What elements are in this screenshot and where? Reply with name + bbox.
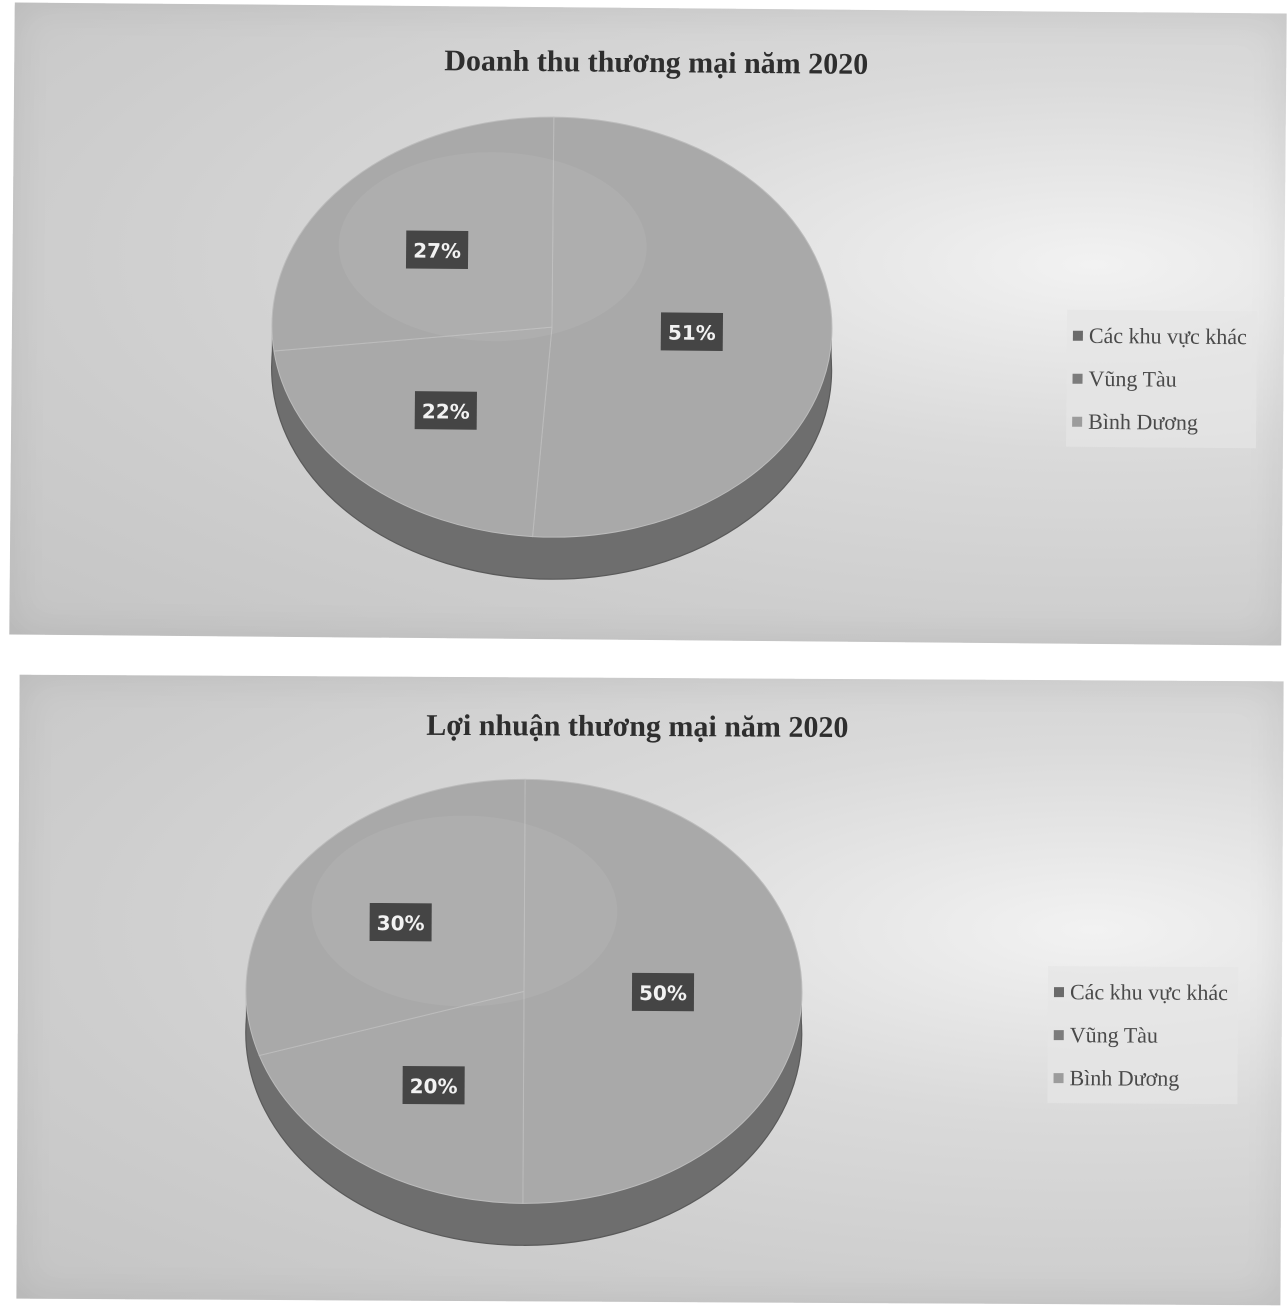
- pie-highlight: [338, 152, 647, 342]
- data-label-text: 51%: [668, 320, 716, 344]
- revenue-pie-chart: 51% 22% 27%: [271, 116, 833, 580]
- chart-legend: Các khu vực khác Vũng Tàu Bình Dương: [1065, 309, 1258, 449]
- data-label-text: 20%: [410, 1074, 458, 1098]
- pie-slice-vung-tau: [273, 326, 553, 538]
- data-label-text: 30%: [377, 911, 425, 935]
- pie-side: [245, 989, 802, 1246]
- legend-label: Các khu vực khác: [1069, 978, 1228, 1005]
- legend-swatch: [1053, 1029, 1064, 1040]
- data-label-vung-tau: 22%: [414, 391, 477, 430]
- legend-item-vung-tau: Vũng Tàu: [1053, 1013, 1228, 1057]
- legend-item-vung-tau: Vũng Tàu: [1072, 357, 1246, 402]
- data-label-text: 27%: [413, 239, 461, 263]
- data-label-box: [660, 312, 724, 351]
- data-label-text: 22%: [422, 399, 470, 423]
- pie-highlight: [311, 815, 618, 1007]
- legend-label: Bình Dương: [1088, 408, 1199, 435]
- data-label-text: 50%: [639, 981, 687, 1005]
- data-label-box: [402, 1066, 465, 1105]
- profit-chart-panel: Lợi nhuận thương mại năm 2020 50% 20% 30% …: [16, 674, 1284, 1306]
- legend-label: Vũng Tàu: [1088, 365, 1177, 392]
- data-label-other-regions: 51%: [660, 312, 724, 351]
- pie-slice-vung-tau: [258, 990, 525, 1204]
- data-label-vung-tau: 20%: [402, 1066, 465, 1105]
- data-label-binh-duong: 27%: [405, 230, 469, 270]
- legend-swatch: [1072, 373, 1083, 384]
- revenue-chart-panel: Doanh thu thương mại năm 2020 51% 22% 27% …: [9, 2, 1287, 646]
- legend-item-binh-duong: Bình Dương: [1072, 400, 1246, 445]
- legend-label: Các khu vực khác: [1088, 322, 1247, 349]
- data-label-box: [414, 391, 477, 430]
- data-label-other-regions: 50%: [631, 972, 695, 1012]
- pie-side: [271, 324, 832, 580]
- data-label-box: [369, 902, 432, 942]
- legend-swatch: [1053, 986, 1065, 997]
- profit-pie-chart: 50% 20% 30%: [245, 778, 803, 1246]
- data-label-box: [405, 230, 469, 270]
- legend-swatch: [1053, 1072, 1064, 1083]
- data-label-binh-duong: 30%: [369, 902, 432, 942]
- legend-swatch: [1072, 416, 1083, 427]
- legend-label: Bình Dương: [1069, 1064, 1180, 1091]
- legend-item-other-regions: Các khu vực khác: [1072, 314, 1247, 359]
- data-label-box: [631, 972, 695, 1012]
- chart-legend: Các khu vực khác Vũng Tàu Bình Dương: [1047, 966, 1239, 1105]
- legend-label: Vũng Tàu: [1069, 1021, 1159, 1048]
- legend-item-binh-duong: Bình Dương: [1053, 1056, 1227, 1100]
- legend-swatch: [1072, 330, 1083, 341]
- legend-item-other-regions: Các khu vực khác: [1053, 970, 1228, 1014]
